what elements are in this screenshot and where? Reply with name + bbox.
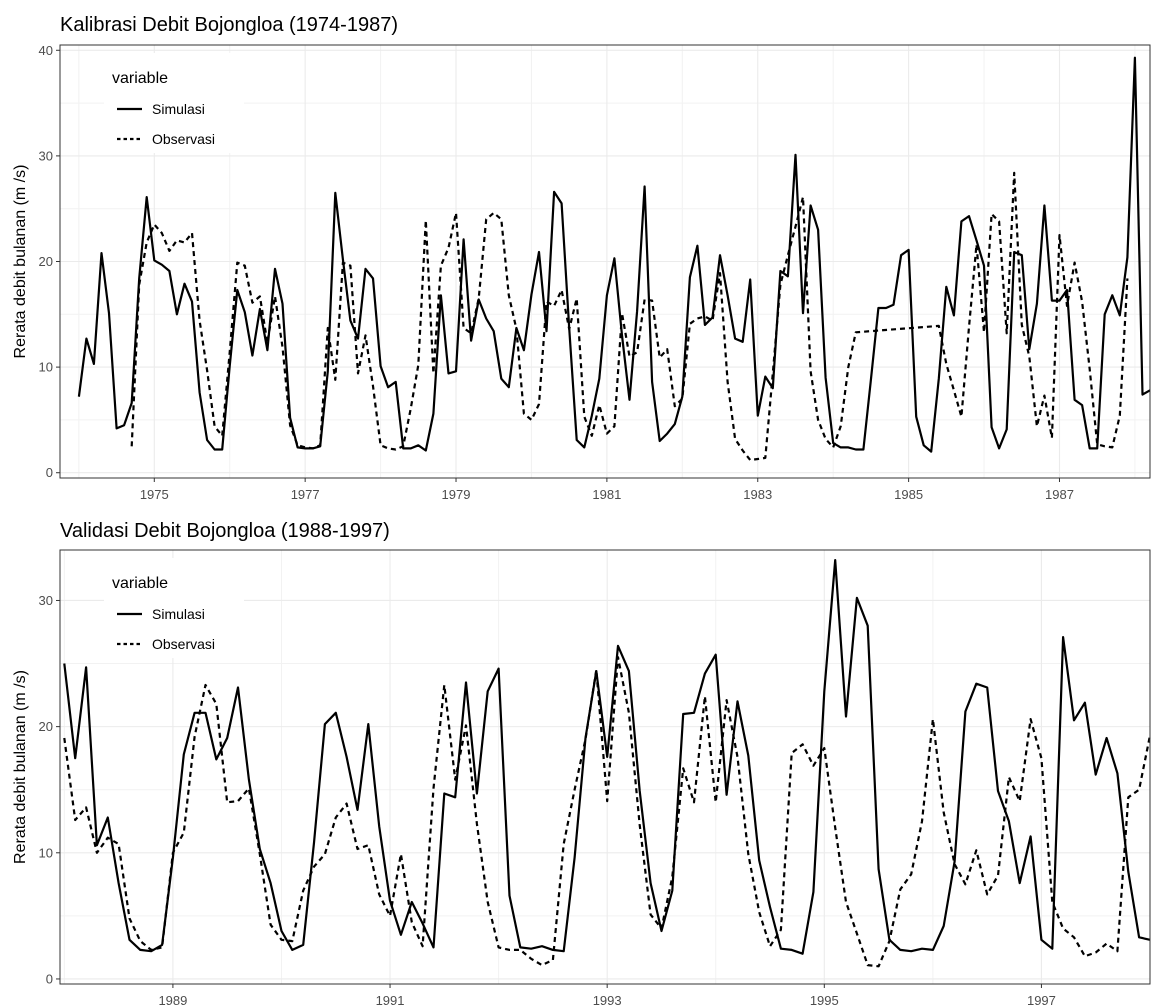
y-axis-label: Rerata debit bulanan (m /s) — [12, 670, 29, 864]
legend-label-simulasi: Simulasi — [152, 101, 205, 117]
x-tick-label: 1983 — [743, 487, 772, 502]
chart-panel-validation: Validasi Debit Bojongloa (1988-1997) 0 10 2… — [0, 504, 1152, 1008]
y-tick-label: 10 — [39, 845, 53, 860]
legend: variable Simulasi Observasi — [104, 53, 244, 153]
legend-label-observasi: Observasi — [152, 131, 215, 147]
x-tick-label: 1977 — [291, 487, 320, 502]
series-line-observasi — [130, 171, 1129, 462]
legend-title: variable — [112, 70, 168, 87]
series-line-simulasi — [77, 56, 1151, 453]
y-axis-label: Rerata debit bulanan (m /s) — [12, 165, 29, 359]
y-tick-label: 20 — [39, 719, 53, 734]
x-tick-label: 1991 — [376, 993, 405, 1008]
chart-title: Kalibrasi Debit Bojongloa (1974-1987) — [60, 14, 398, 36]
series-line-observasi — [63, 656, 1152, 968]
legend-background — [104, 53, 244, 153]
legend: variable Simulasi Observasi — [104, 558, 244, 658]
plot-border — [59, 549, 1151, 985]
series-line-simulasi — [63, 558, 1151, 955]
legend-title: variable — [112, 575, 168, 592]
x-tick-label: 1989 — [158, 993, 187, 1008]
legend-label-observasi: Observasi — [152, 636, 215, 652]
y-tick-label: 30 — [39, 148, 53, 163]
x-tick-label: 1987 — [1045, 487, 1074, 502]
x-tick-label: 1993 — [593, 993, 622, 1008]
legend-background — [104, 558, 244, 658]
chart-title: Validasi Debit Bojongloa (1988-1997) — [60, 520, 390, 542]
x-tick-label: 1985 — [894, 487, 923, 502]
x-tick-label: 1975 — [140, 487, 169, 502]
y-tick-label: 30 — [39, 593, 53, 608]
x-tick-label: 1979 — [442, 487, 471, 502]
legend-label-simulasi: Simulasi — [152, 606, 205, 622]
y-tick-label: 0 — [46, 465, 53, 480]
y-tick-label: 40 — [39, 43, 53, 58]
y-tick-label: 10 — [39, 360, 53, 375]
x-tick-label: 1981 — [592, 487, 621, 502]
y-tick-label: 20 — [39, 254, 53, 269]
chart-panel-calibration: Kalibrasi Debit Bojongloa (1974-1987) 0 10… — [12, 14, 1151, 502]
y-tick-label: 0 — [46, 971, 53, 986]
x-tick-label: 1995 — [810, 993, 839, 1008]
chart-validation: Validasi Debit Bojongloa (1988-1997) 0 10 2… — [12, 520, 1152, 1008]
chart-calibration: Kalibrasi Debit Bojongloa (1974-1987) 0 10… — [12, 14, 1151, 502]
x-tick-label: 1997 — [1027, 993, 1056, 1008]
